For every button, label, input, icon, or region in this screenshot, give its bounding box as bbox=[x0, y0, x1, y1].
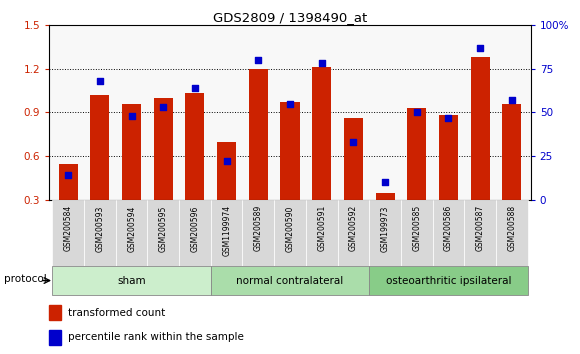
Bar bbox=[344, 118, 363, 200]
Text: GSM200591: GSM200591 bbox=[317, 205, 326, 251]
Point bbox=[507, 97, 516, 103]
Point bbox=[317, 61, 327, 66]
Bar bbox=[433, 200, 464, 266]
Text: protocol: protocol bbox=[5, 274, 47, 284]
Point bbox=[380, 179, 390, 185]
Bar bbox=[84, 200, 116, 266]
Bar bbox=[49, 330, 61, 345]
Bar bbox=[52, 266, 211, 295]
Point bbox=[159, 104, 168, 110]
Text: osteoarthritic ipsilateral: osteoarthritic ipsilateral bbox=[386, 275, 511, 286]
Point bbox=[476, 45, 485, 50]
Text: GSM200589: GSM200589 bbox=[254, 205, 263, 251]
Bar bbox=[211, 200, 242, 266]
Text: GSM200588: GSM200588 bbox=[507, 205, 516, 251]
Bar bbox=[375, 193, 394, 200]
Text: sham: sham bbox=[117, 275, 146, 286]
Bar bbox=[122, 104, 141, 200]
Point bbox=[285, 101, 295, 107]
Text: GSM200596: GSM200596 bbox=[190, 205, 200, 252]
Text: transformed count: transformed count bbox=[68, 308, 165, 318]
Text: GSM200593: GSM200593 bbox=[96, 205, 104, 252]
Bar bbox=[242, 200, 274, 266]
Text: GSM200584: GSM200584 bbox=[64, 205, 73, 251]
Text: GSM200595: GSM200595 bbox=[159, 205, 168, 252]
Point bbox=[349, 139, 358, 145]
Bar bbox=[90, 95, 110, 200]
Bar bbox=[281, 102, 299, 200]
Point bbox=[444, 115, 453, 120]
Text: GSM200594: GSM200594 bbox=[127, 205, 136, 252]
Point bbox=[127, 113, 136, 119]
Text: GSM200586: GSM200586 bbox=[444, 205, 453, 251]
Bar bbox=[464, 200, 496, 266]
Bar bbox=[312, 67, 331, 200]
Bar bbox=[186, 93, 205, 200]
Bar bbox=[439, 115, 458, 200]
Bar bbox=[179, 200, 211, 266]
Bar bbox=[147, 200, 179, 266]
Text: GSM199973: GSM199973 bbox=[380, 205, 390, 252]
Point bbox=[95, 78, 104, 84]
Text: GSM200590: GSM200590 bbox=[285, 205, 295, 252]
Bar bbox=[249, 69, 268, 200]
Text: GSM200585: GSM200585 bbox=[412, 205, 421, 251]
Bar bbox=[217, 142, 236, 200]
Bar bbox=[470, 57, 490, 200]
Bar bbox=[52, 200, 84, 266]
Point bbox=[222, 159, 231, 164]
Bar bbox=[154, 98, 173, 200]
Text: percentile rank within the sample: percentile rank within the sample bbox=[68, 332, 244, 342]
Title: GDS2809 / 1398490_at: GDS2809 / 1398490_at bbox=[213, 11, 367, 24]
Text: GSM200592: GSM200592 bbox=[349, 205, 358, 251]
Point bbox=[412, 110, 421, 115]
Bar bbox=[338, 200, 369, 266]
Text: normal contralateral: normal contralateral bbox=[237, 275, 343, 286]
Point bbox=[253, 57, 263, 63]
Bar bbox=[49, 305, 61, 320]
Bar bbox=[59, 164, 78, 200]
Bar bbox=[274, 200, 306, 266]
Bar bbox=[369, 200, 401, 266]
Bar bbox=[502, 104, 521, 200]
Bar bbox=[116, 200, 147, 266]
Bar bbox=[496, 200, 528, 266]
Bar bbox=[306, 200, 338, 266]
Bar bbox=[407, 108, 426, 200]
Bar bbox=[401, 200, 433, 266]
Text: GSM1199974: GSM1199974 bbox=[222, 205, 231, 256]
Point bbox=[190, 85, 200, 91]
Bar bbox=[211, 266, 369, 295]
Bar bbox=[369, 266, 528, 295]
Text: GSM200587: GSM200587 bbox=[476, 205, 484, 251]
Point bbox=[64, 173, 73, 178]
